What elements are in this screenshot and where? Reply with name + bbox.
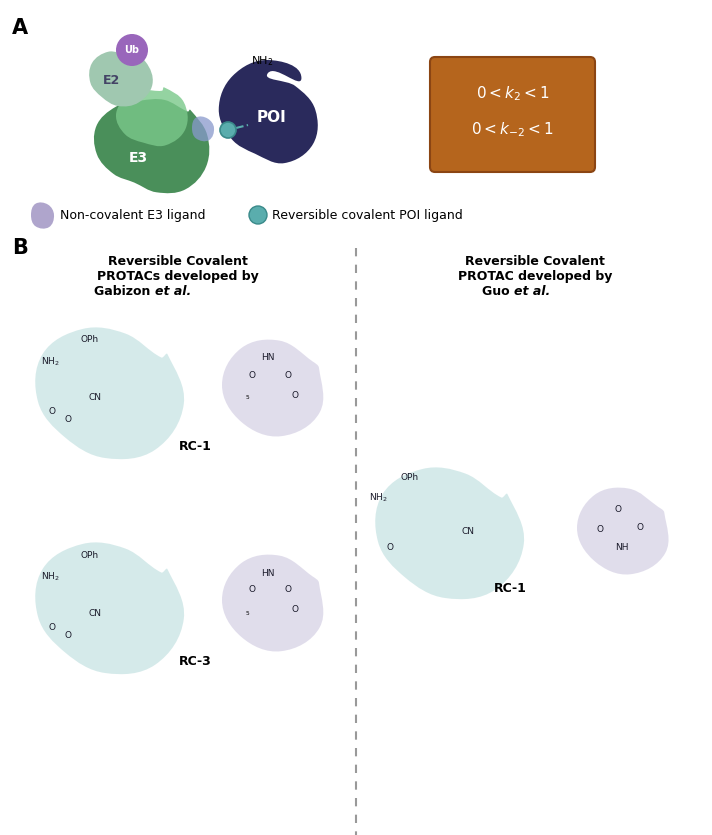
Text: $_5$: $_5$ [246,609,251,618]
Text: O: O [248,371,256,379]
Text: O: O [285,371,291,379]
PathPatch shape [577,488,669,574]
Text: $0 < k_2 < 1$: $0 < k_2 < 1$ [476,84,549,104]
PathPatch shape [375,468,524,600]
PathPatch shape [222,554,323,651]
Circle shape [116,34,148,66]
PathPatch shape [35,327,184,459]
Text: O: O [291,605,298,615]
PathPatch shape [219,60,318,164]
Text: O: O [48,623,56,631]
Text: POI: POI [257,110,287,125]
PathPatch shape [192,116,214,141]
Text: CN: CN [461,528,474,537]
PathPatch shape [116,87,188,146]
PathPatch shape [35,543,184,674]
Text: CN: CN [88,393,102,402]
PathPatch shape [89,52,153,106]
Text: OPh: OPh [81,550,99,559]
PathPatch shape [31,202,54,229]
Text: NH$_2$: NH$_2$ [41,571,59,584]
Text: Gabizon: Gabizon [94,285,155,298]
Text: NH$_2$: NH$_2$ [369,492,387,504]
Text: Guo: Guo [482,285,514,298]
Text: et al.: et al. [514,285,550,298]
Text: $0 < k_{-2} < 1$: $0 < k_{-2} < 1$ [471,120,554,139]
Circle shape [249,206,267,224]
Text: Reversible Covalent
PROTACs developed by: Reversible Covalent PROTACs developed by [97,255,259,283]
Text: $_5$: $_5$ [246,393,251,402]
Text: O: O [597,525,604,534]
Text: O: O [637,524,644,533]
Text: O: O [291,391,298,399]
Text: NH$_2$: NH$_2$ [41,356,59,368]
Text: O: O [65,416,71,424]
Text: O: O [387,544,394,553]
Circle shape [220,122,236,138]
Text: O: O [48,407,56,417]
Text: O: O [248,585,256,595]
FancyBboxPatch shape [430,57,595,172]
Text: O: O [285,585,291,595]
PathPatch shape [94,99,209,193]
Text: E3: E3 [128,151,147,165]
Text: HN: HN [261,353,275,362]
Text: OPh: OPh [401,473,419,483]
Text: NH: NH [615,544,629,553]
Text: Reversible Covalent
PROTAC developed by: Reversible Covalent PROTAC developed by [458,255,612,283]
Text: RC-1: RC-1 [493,582,526,595]
Text: Ub: Ub [125,45,140,55]
Text: HN: HN [261,569,275,578]
Text: NH$_2$: NH$_2$ [251,54,273,68]
Text: Reversible covalent POI ligand: Reversible covalent POI ligand [272,209,463,221]
Text: O: O [614,505,622,514]
PathPatch shape [222,340,323,437]
Text: E2: E2 [103,73,120,87]
Text: B: B [12,238,28,258]
Text: A: A [12,18,28,38]
Text: Non-covalent E3 ligand: Non-covalent E3 ligand [60,209,206,221]
Text: CN: CN [88,609,102,618]
Text: OPh: OPh [81,336,99,345]
Text: RC-3: RC-3 [179,655,211,668]
Text: O: O [65,630,71,640]
Text: et al.: et al. [155,285,192,298]
Text: RC-1: RC-1 [179,440,211,453]
